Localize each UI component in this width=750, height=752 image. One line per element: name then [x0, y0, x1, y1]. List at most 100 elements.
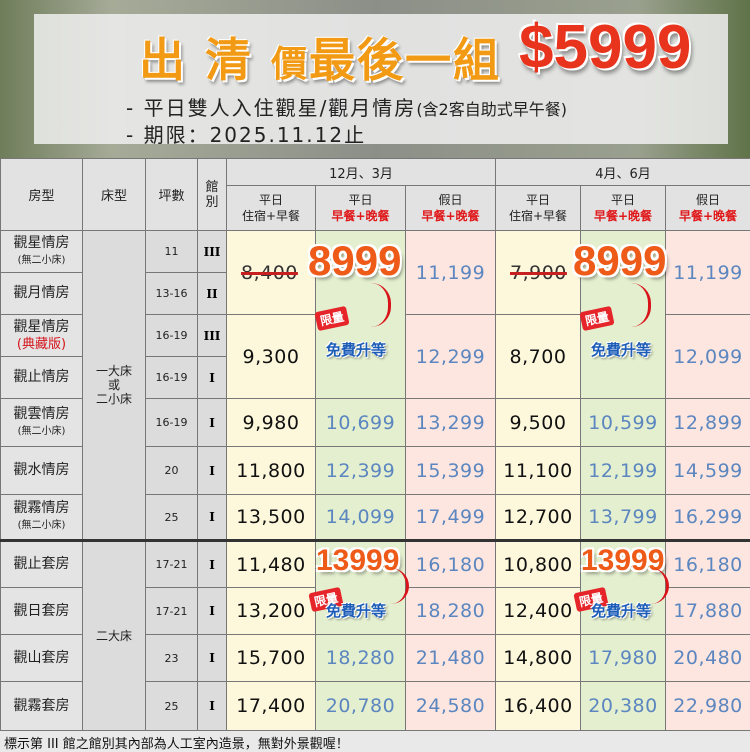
promo-price: 8999 — [573, 237, 666, 285]
price-value: 17,400 — [236, 695, 305, 717]
price-value: 24,580 — [416, 695, 485, 717]
price-cell: 22,980 — [666, 682, 750, 731]
price-cell: 11,199 — [406, 231, 496, 315]
room-size: 16-19 — [146, 399, 198, 447]
price-value: 11,480 — [236, 554, 305, 576]
hall-number: I — [198, 588, 227, 635]
price-cell: 14,599 — [666, 447, 750, 495]
room-note: (無二小床) — [1, 423, 82, 440]
bed-type: 二大床 — [83, 541, 146, 731]
promo-price: 8999 — [308, 237, 401, 285]
sub-meal: 早餐+晚餐 — [581, 208, 665, 224]
footer-note: 標示第 III 館之館別其內部為人工室內造景，無對外景觀喔！ — [4, 733, 349, 752]
price-value: 11,199 — [673, 262, 742, 284]
room-name: 觀月情房 — [1, 273, 83, 315]
free-upgrade-label: 免費升等 — [591, 600, 651, 621]
price-cell: 8,700 — [496, 315, 581, 399]
promo-price: $5999 — [519, 12, 691, 83]
room-size: 17-21 — [146, 541, 198, 588]
price-value: 13,500 — [236, 506, 305, 528]
room-name: 觀霧套房 — [1, 682, 83, 731]
sub-day: 平日 — [581, 192, 665, 208]
room-name: 觀星情房(典藏版) — [1, 315, 83, 357]
header-period-1: 12月、3月 — [227, 159, 496, 186]
hall-number: III — [198, 315, 227, 357]
price-value: 12,899 — [673, 412, 742, 434]
price-value: 17,880 — [673, 600, 742, 622]
room-note: (無二小床) — [1, 252, 82, 269]
price-value: 16,400 — [503, 695, 572, 717]
price-value: 16,180 — [416, 554, 485, 576]
header-sub-1-1: 平日早餐+晚餐 — [581, 186, 666, 231]
price-value: 14,800 — [503, 647, 572, 669]
price-value: 13,200 — [236, 600, 305, 622]
price-cell: 24,580 — [406, 682, 496, 731]
room-name: 觀止套房 — [1, 541, 83, 588]
hall-number: I — [198, 682, 227, 731]
price-cell: 13,799 — [581, 495, 666, 541]
room-size: 25 — [146, 495, 198, 541]
price-value: 12,299 — [416, 346, 485, 368]
room-size: 16-19 — [146, 357, 198, 399]
sub-day: 平日 — [316, 192, 405, 208]
free-upgrade-label: 免費升等 — [326, 339, 386, 360]
price-cell: 9,980 — [227, 399, 316, 447]
price-cell: 7,900 — [496, 231, 581, 315]
price-cell: 12,700 — [496, 495, 581, 541]
price-cell: 20,780 — [316, 682, 406, 731]
sub-meal: 早餐+晚餐 — [316, 208, 405, 224]
room-size: 23 — [146, 635, 198, 682]
price-cell: 16,180 — [406, 541, 496, 588]
room-size: 11 — [146, 231, 198, 273]
price-value: 16,299 — [673, 506, 742, 528]
price-value: 18,280 — [416, 600, 485, 622]
price-value: 13,299 — [416, 412, 485, 434]
room-label: 觀止情房 — [14, 369, 70, 385]
hall-number: I — [198, 357, 227, 399]
price-cell: 17,400 — [227, 682, 316, 731]
sub-day: 假日 — [406, 192, 495, 208]
price-value: 10,800 — [503, 554, 572, 576]
price-value: 8,400 — [241, 262, 298, 284]
header-period-2: 4月、6月 — [496, 159, 750, 186]
price-cell: 17,880 — [666, 588, 750, 635]
price-cell: 9,500 — [496, 399, 581, 447]
hall-number: I — [198, 447, 227, 495]
room-name: 觀止情房 — [1, 357, 83, 399]
header-sub-0-0: 平日住宿+早餐 — [227, 186, 316, 231]
price-value: 16,180 — [673, 554, 742, 576]
price-cell: 21,480 — [406, 635, 496, 682]
free-upgrade-label: 免費升等 — [326, 600, 386, 621]
price-cell: 18,280 — [316, 635, 406, 682]
header-room: 房型 — [1, 159, 83, 231]
price-value: 22,980 — [673, 695, 742, 717]
price-cell: 14,099 — [316, 495, 406, 541]
price-value: 15,700 — [236, 647, 305, 669]
room-label: 觀霧套房 — [14, 698, 70, 714]
price-value: 9,300 — [243, 346, 300, 368]
price-cell: 12,199 — [581, 447, 666, 495]
price-cell: 16,400 — [496, 682, 581, 731]
price-value: 20,480 — [673, 647, 742, 669]
room-name: 觀霧情房(無二小床) — [1, 495, 83, 541]
header-sub-1-0: 平日住宿+早餐 — [496, 186, 581, 231]
price-value: 20,780 — [326, 695, 395, 717]
bed-type: 一大床 或 二小床 — [83, 231, 146, 541]
free-upgrade-label: 免費升等 — [591, 339, 651, 360]
room-name: 觀山套房 — [1, 635, 83, 682]
sub-day: 平日 — [227, 192, 315, 208]
price-cell: 8,400 — [227, 231, 316, 315]
price-cell: 16,180 — [666, 541, 750, 588]
sub-meal: 住宿+早餐 — [227, 208, 315, 224]
room-name: 觀星情房(無二小床) — [1, 231, 83, 273]
room-name: 觀日套房 — [1, 588, 83, 635]
price-value: 12,099 — [673, 346, 742, 368]
price-value: 10,699 — [326, 412, 395, 434]
price-value: 17,980 — [588, 647, 657, 669]
promo-panel: 出 清 價最後一組 $5999 - 平日雙人入住觀星/觀月情房(含2客自助式早午… — [34, 14, 728, 144]
room-size: 20 — [146, 447, 198, 495]
price-table: 房型 床型 坪數 館別 12月、3月 4月、6月 平日住宿+早餐平日早餐+晚餐假… — [0, 158, 750, 731]
